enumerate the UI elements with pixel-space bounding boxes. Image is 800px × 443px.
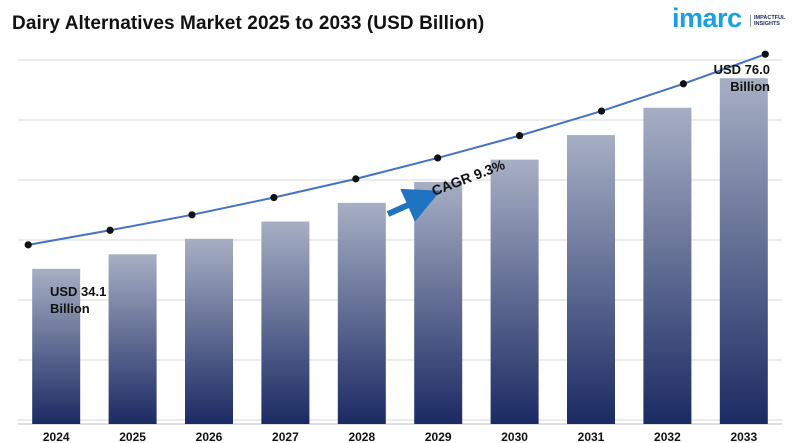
trend-point-2025 (106, 226, 114, 234)
x-tick-2028: 2028 (348, 430, 375, 443)
cagr-arrow (386, 188, 441, 222)
bar-2027 (261, 221, 310, 424)
x-tick-2025: 2025 (119, 430, 146, 443)
logo-tagline-line2: INSIGHTS (754, 21, 780, 27)
trend-point-2031 (597, 107, 606, 115)
start-value-label: USD 34.1 Billion (50, 284, 106, 316)
x-tick-2029: 2029 (425, 430, 452, 443)
trend-point-2026 (188, 211, 196, 219)
bar-2028 (337, 202, 386, 424)
bar-2031 (567, 135, 615, 424)
logo-tagline: IMPACTFUL INSIGHTS (750, 15, 785, 27)
trend-point-2033 (761, 50, 769, 58)
imarc-logo: imarc IMPACTFUL INSIGHTS (672, 3, 790, 40)
bar-2024 (32, 268, 81, 424)
chart-title: Dairy Alternatives Market 2025 to 2033 (… (12, 13, 485, 34)
x-tick-2027: 2027 (272, 430, 299, 443)
bars (32, 78, 768, 425)
end-value-label: USD 76.0 Billion (714, 62, 770, 94)
x-tick-2031: 2031 (578, 430, 605, 443)
trend-point-2028 (352, 175, 360, 183)
bar-2029 (414, 181, 463, 424)
bar-2025 (108, 254, 157, 424)
trend-line (24, 50, 769, 249)
bar-2030 (490, 159, 539, 424)
x-tick-2026: 2026 (196, 430, 223, 443)
trend-polyline (28, 53, 766, 246)
bar-2026 (185, 238, 233, 424)
bar-2032 (643, 107, 692, 425)
x-tick-labels: 2024 2025 2026 2027 2028 2029 2030 2031 2032 2033 (43, 430, 758, 443)
trend-point-2024 (24, 241, 32, 249)
logo-tagline-line1: IMPACTFUL (754, 15, 786, 21)
x-tick-2030: 2030 (501, 430, 528, 443)
trend-point-2027 (270, 193, 278, 202)
bar-2033 (719, 78, 768, 424)
logo-brand: imarc (672, 3, 742, 33)
trend-point-2030 (516, 132, 524, 140)
trend-point-2029 (434, 154, 442, 162)
x-tick-2024: 2024 (43, 430, 70, 443)
x-tick-2032: 2032 (654, 430, 681, 443)
x-tick-2033: 2033 (730, 430, 757, 443)
trend-point-2032 (679, 80, 688, 88)
